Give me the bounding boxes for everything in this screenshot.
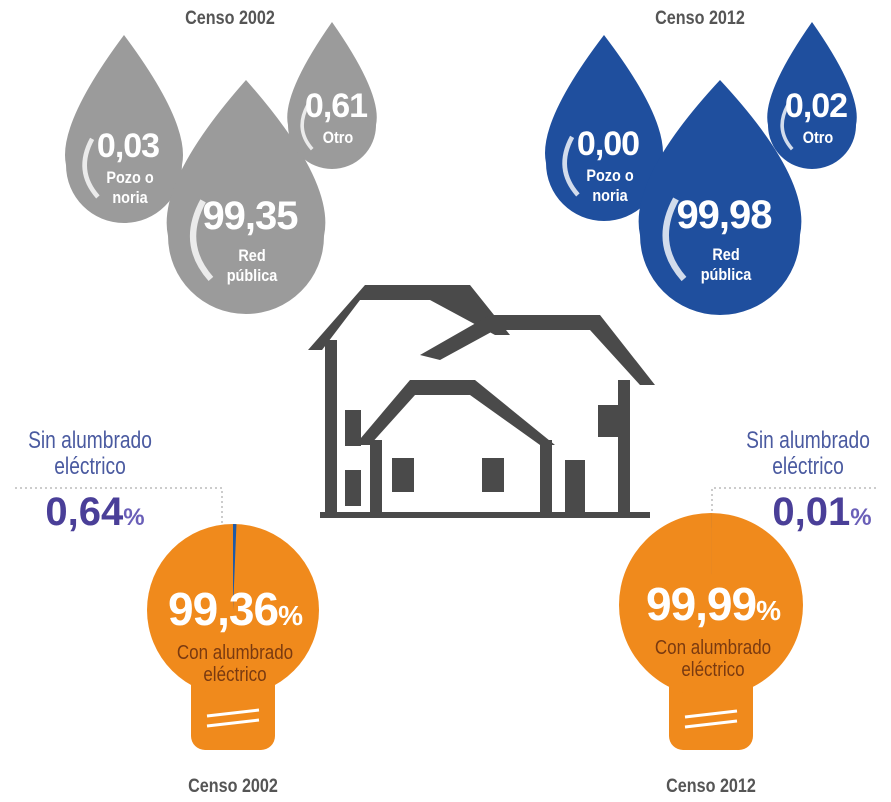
value: 0,01 [772, 490, 851, 534]
drop-highlight [662, 197, 687, 282]
unit: % [278, 600, 303, 631]
with-label: Con alumbrado eléctrico [654, 637, 772, 681]
bulb-stripe [206, 718, 260, 728]
census-title: Censo 2002 [185, 8, 275, 29]
with-value: 99,36% [145, 582, 325, 636]
light-bulb [147, 524, 319, 750]
drop-value: 99,35 [202, 194, 298, 238]
drop-value: 0,61 [304, 87, 368, 125]
bulb-stripe [684, 719, 738, 729]
water-drop [166, 80, 326, 314]
census-title: Censo 2012 [666, 776, 756, 797]
drop-label: Red pública [700, 245, 752, 284]
drop-label: Otro [322, 128, 354, 147]
drop-highlight [82, 137, 100, 199]
drop-value: 0,00 [576, 125, 640, 163]
value: 99,36 [167, 583, 279, 635]
water-drop [767, 22, 857, 169]
drop-label: Pozo o noria [586, 166, 634, 205]
drop-label: Pozo o noria [106, 168, 154, 207]
drop-highlight [780, 104, 794, 151]
census-title: Censo 2002 [188, 776, 278, 797]
leader-lines [15, 487, 876, 540]
drop-label: Otro [802, 128, 834, 147]
light-bulb [619, 513, 803, 750]
drop-value: 0,03 [96, 127, 160, 165]
drop-value: 0,02 [784, 87, 848, 125]
bulb-stripe [206, 708, 260, 718]
drop-highlight [189, 199, 214, 281]
bulb-stripe [684, 709, 738, 719]
water-drop [287, 22, 377, 169]
unit: % [123, 504, 145, 531]
without-label: Sin alumbrado eléctrico [28, 427, 152, 480]
bulb-without [233, 524, 237, 610]
unit: % [850, 504, 872, 531]
value: 99,99 [645, 578, 757, 630]
water-drop [638, 80, 802, 315]
unit: % [756, 595, 781, 626]
with-value: 99,99% [623, 577, 803, 631]
without-value: 0,01% [752, 490, 891, 535]
house-icon [308, 285, 655, 518]
drop-highlight [562, 135, 580, 197]
without-label: Sin alumbrado eléctrico [746, 427, 870, 480]
water-drop [544, 35, 664, 221]
census-title: Censo 2012 [655, 8, 745, 29]
value: 0,64 [45, 490, 124, 534]
water-drop [64, 35, 184, 223]
drop-label: Red pública [226, 246, 278, 285]
drop-value: 99,98 [676, 193, 772, 237]
drop-highlight [300, 104, 314, 151]
with-label: Con alumbrado eléctrico [176, 642, 294, 686]
without-value: 0,64% [25, 490, 165, 535]
